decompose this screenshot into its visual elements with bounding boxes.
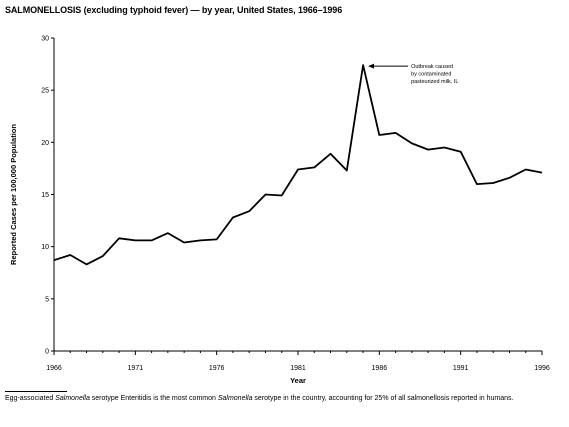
annotation-text-line: by contaminated (411, 72, 451, 78)
annotation: Outbreak caused by contaminatedpasteurize… (368, 63, 458, 85)
series (53, 64, 543, 266)
x-tick-label: 1966 (46, 365, 62, 372)
x-tick-label: 1996 (534, 365, 550, 372)
x-tick-label: 1981 (290, 365, 306, 372)
footnote-part1: Egg-associated (5, 395, 56, 402)
footnote: Egg-associated Salmonella serotype Enter… (5, 394, 565, 403)
annotation-text-line: pasteurized milk, IL (411, 79, 458, 85)
chart-title: SALMONELLOSIS (excluding typhoid fever) … (5, 5, 343, 15)
footnote-rule (5, 391, 67, 392)
line-chart: 0 5 10 15 20 25 30 1966 1971 1976 1981 1986 1991 1996… (9, 36, 550, 386)
x-tick-label: 1991 (453, 365, 469, 372)
annotation-text-line: Outbreak caused (411, 64, 453, 70)
x-tick-label: 1976 (209, 365, 225, 372)
ticks (51, 37, 543, 355)
y-tick-label: 20 (41, 140, 49, 147)
annotation-arrowhead (368, 63, 375, 69)
footnote-italic1: Salmonella (55, 395, 90, 402)
series-line (53, 64, 543, 266)
y-tick-label: 25 (41, 88, 49, 95)
y-axis-label: Reported Cases per 100,000 Population (9, 124, 18, 265)
x-tick-label: 1971 (128, 365, 144, 372)
footnote-italic2: Salmonella (217, 395, 253, 402)
y-tick-label: 30 (41, 36, 49, 43)
y-tick-label: 15 (41, 192, 49, 199)
x-axis-label: Year (290, 376, 306, 385)
y-tick-label: 5 (45, 296, 49, 303)
x-tick-label: 1986 (372, 365, 388, 372)
y-tick-label: 0 (45, 349, 49, 356)
footnote-part3: serotype in the country, accounting for … (252, 395, 514, 402)
axes (53, 38, 542, 352)
footnote-part2: serotype Enteritidis is the most common (89, 395, 218, 402)
y-tick-label: 10 (41, 244, 49, 251)
tick-labels: 0 5 10 15 20 25 30 1966 1971 1976 1981 1986 1991 1996 (41, 36, 550, 373)
